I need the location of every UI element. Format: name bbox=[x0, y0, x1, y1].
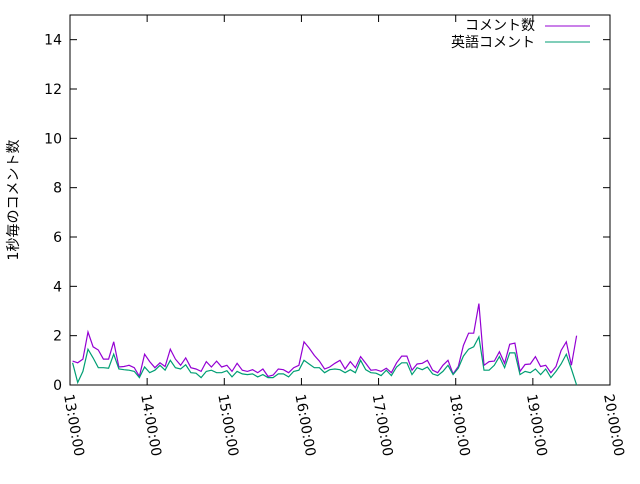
x-tick-label: 19:00:00 bbox=[523, 393, 550, 458]
x-tick-label: 18:00:00 bbox=[446, 393, 473, 458]
x-tick-label: 14:00:00 bbox=[137, 393, 164, 458]
x-tick-label: 17:00:00 bbox=[369, 393, 396, 458]
plot-frame bbox=[69, 14, 611, 386]
y-tick-label: 0 bbox=[53, 378, 62, 394]
legend-label-1: 英語コメント bbox=[451, 34, 535, 51]
y-tick-label: 10 bbox=[44, 131, 62, 147]
y-tick-label: 2 bbox=[53, 329, 62, 345]
legend-label-0: コメント数 bbox=[465, 18, 535, 34]
y-tick-label: 12 bbox=[44, 82, 62, 98]
x-axis: 13:00:00 14:00:00 15:00:00 16:00:00 17:00:00… bbox=[60, 15, 627, 458]
y-tick-label: 14 bbox=[44, 33, 62, 49]
x-tick-label: 15:00:00 bbox=[214, 393, 241, 458]
y-axis: 0 2 4 6 8 10 12 14 bbox=[44, 33, 610, 394]
series-lines bbox=[72, 303, 578, 386]
series-line-0 bbox=[72, 303, 578, 378]
y-tick-label: 4 bbox=[53, 279, 62, 295]
x-tick-label: 13:00:00 bbox=[60, 393, 87, 458]
legend: コメント数 英語コメント bbox=[451, 18, 590, 51]
series-line-1 bbox=[72, 335, 578, 386]
y-axis-label: 1秒毎のコメント数 bbox=[6, 140, 22, 261]
x-tick-label: 20:00:00 bbox=[600, 393, 627, 458]
y-tick-label: 8 bbox=[53, 181, 62, 197]
x-tick-label: 16:00:00 bbox=[291, 393, 318, 458]
y-tick-label: 6 bbox=[53, 230, 62, 246]
